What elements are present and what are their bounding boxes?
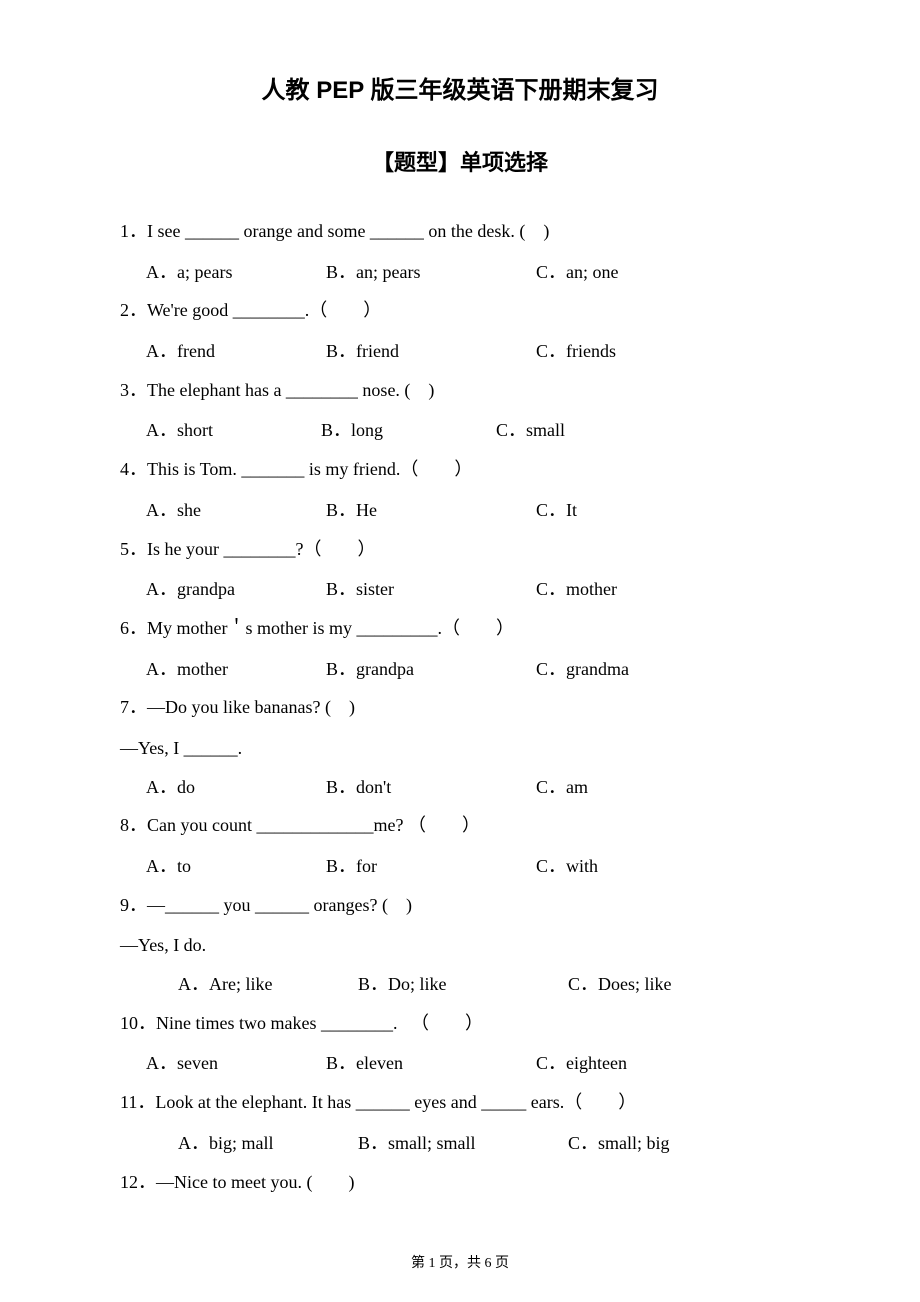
options-row: A．Are; likeB．Do; likeC．Does; like xyxy=(120,965,800,1004)
options-row: A．motherB．grandpaC．grandma xyxy=(120,650,800,689)
option-a: A．do xyxy=(146,768,326,807)
options-row: A．sevenB．elevenC．eighteen xyxy=(120,1044,800,1083)
question-text: 3．The elephant has a ________ nose. ( ) xyxy=(120,380,434,400)
options-row: A．frendB．friendC．friends xyxy=(120,332,800,371)
option-b: B．grandpa xyxy=(326,650,536,689)
question-item: 4．This is Tom. _______ is my friend.（ ） xyxy=(120,450,800,489)
question-item: 11．Look at the elephant. It has ______ e… xyxy=(120,1083,800,1122)
option-a: A．Are; like xyxy=(178,965,358,1004)
option-a: A．big; mall xyxy=(178,1124,358,1163)
option-c: C．friends xyxy=(536,332,800,371)
question-text: 1．I see ______ orange and some ______ on… xyxy=(120,221,549,241)
question-item: 5．Is he your ________?（ ） xyxy=(120,530,800,569)
option-b: B．an; pears xyxy=(326,253,536,292)
options-row: A．sheB．HeC．It xyxy=(120,491,800,530)
option-b: B．for xyxy=(326,847,536,886)
question-text: 7．—Do you like bananas? ( ) xyxy=(120,697,355,717)
option-b: B．long xyxy=(321,411,496,450)
option-a: A．she xyxy=(146,491,326,530)
option-a: A．a; pears xyxy=(146,253,326,292)
options-row: A．a; pearsB．an; pearsC．an; one xyxy=(120,253,800,292)
question-continuation: —Yes, I ______. xyxy=(120,729,800,768)
question-item: 2．We're good ________.（ ） xyxy=(120,291,800,330)
question-item: 3．The elephant has a ________ nose. ( ) xyxy=(120,371,800,410)
question-item: 9．—______ you ______ oranges? ( ) xyxy=(120,886,800,925)
question-continuation: —Yes, I do. xyxy=(120,926,800,965)
options-row: A．doB．don'tC．am xyxy=(120,768,800,807)
option-b: B．sister xyxy=(326,570,536,609)
question-item: 6．My mother＇s mother is my _________.（ ） xyxy=(120,609,800,648)
option-a: A．frend xyxy=(146,332,326,371)
question-item: 1．I see ______ orange and some ______ on… xyxy=(120,212,800,251)
question-item: 10．Nine times two makes ________. （ ） xyxy=(120,1004,800,1043)
option-c: C．with xyxy=(536,847,800,886)
option-c: C．small; big xyxy=(568,1124,800,1163)
question-item: 7．—Do you like bananas? ( ) xyxy=(120,688,800,727)
option-c: C．grandma xyxy=(536,650,800,689)
option-c: C．Does; like xyxy=(568,965,800,1004)
option-b: B．don't xyxy=(326,768,536,807)
option-c: C．It xyxy=(536,491,800,530)
option-a: A．mother xyxy=(146,650,326,689)
question-text: 9．—______ you ______ oranges? ( ) xyxy=(120,895,412,915)
question-text: 4．This is Tom. _______ is my friend.（ ） xyxy=(120,459,472,479)
question-item: 12．—Nice to meet you. ( ) xyxy=(120,1163,800,1202)
option-b: B．small; small xyxy=(358,1124,568,1163)
question-text: 6．My mother＇s mother is my _________.（ ） xyxy=(120,618,514,638)
page-subtitle: 【题型】单项选择 xyxy=(120,145,800,177)
options-row: A．grandpaB．sisterC．mother xyxy=(120,570,800,609)
options-row: A．toB．forC．with xyxy=(120,847,800,886)
option-b: B．friend xyxy=(326,332,536,371)
option-b: B．He xyxy=(326,491,536,530)
page-footer: 第 1 页，共 6 页 xyxy=(0,1252,920,1272)
option-b: B．eleven xyxy=(326,1044,536,1083)
question-text: 11．Look at the elephant. It has ______ e… xyxy=(120,1092,636,1112)
options-row: A．big; mallB．small; smallC．small; big xyxy=(120,1124,800,1163)
option-c: C．an; one xyxy=(536,253,800,292)
option-a: A．to xyxy=(146,847,326,886)
option-c: C．am xyxy=(536,768,800,807)
option-b: B．Do; like xyxy=(358,965,568,1004)
page-title: 人教 PEP 版三年级英语下册期末复习 xyxy=(120,70,800,105)
question-text: 5．Is he your ________?（ ） xyxy=(120,539,375,559)
options-row: A．shortB．longC．small xyxy=(120,411,800,450)
option-a: A．seven xyxy=(146,1044,326,1083)
question-text: 2．We're good ________.（ ） xyxy=(120,300,381,320)
question-text: 10．Nine times two makes ________. （ ） xyxy=(120,1013,483,1033)
option-c: C．small xyxy=(496,411,800,450)
question-text: 12．—Nice to meet you. ( ) xyxy=(120,1172,354,1192)
option-a: A．grandpa xyxy=(146,570,326,609)
option-a: A．short xyxy=(146,411,321,450)
option-c: C．mother xyxy=(536,570,800,609)
question-text: 8．Can you count _____________me? （ ） xyxy=(120,815,480,835)
option-c: C．eighteen xyxy=(536,1044,800,1083)
question-item: 8．Can you count _____________me? （ ） xyxy=(120,806,800,845)
